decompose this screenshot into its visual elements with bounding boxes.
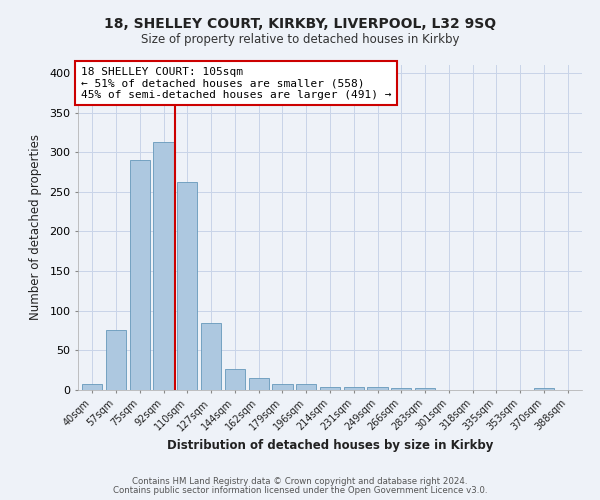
Bar <box>201 324 221 390</box>
Bar <box>415 388 435 390</box>
Bar <box>106 330 126 390</box>
Text: 18, SHELLEY COURT, KIRKBY, LIVERPOOL, L32 9SQ: 18, SHELLEY COURT, KIRKBY, LIVERPOOL, L3… <box>104 18 496 32</box>
Text: Contains public sector information licensed under the Open Government Licence v3: Contains public sector information licen… <box>113 486 487 495</box>
Bar <box>272 384 293 390</box>
Y-axis label: Number of detached properties: Number of detached properties <box>29 134 42 320</box>
Text: Contains HM Land Registry data © Crown copyright and database right 2024.: Contains HM Land Registry data © Crown c… <box>132 477 468 486</box>
Text: 18 SHELLEY COURT: 105sqm
← 51% of detached houses are smaller (558)
45% of semi-: 18 SHELLEY COURT: 105sqm ← 51% of detach… <box>80 66 391 100</box>
Bar <box>367 387 388 390</box>
Bar <box>82 384 103 390</box>
Bar <box>296 384 316 390</box>
Bar <box>177 182 197 390</box>
Bar <box>344 387 364 390</box>
Bar <box>225 370 245 390</box>
Bar <box>130 160 150 390</box>
Bar <box>154 142 173 390</box>
Bar <box>320 387 340 390</box>
X-axis label: Distribution of detached houses by size in Kirkby: Distribution of detached houses by size … <box>167 440 493 452</box>
Bar <box>391 388 412 390</box>
Bar <box>248 378 269 390</box>
Bar <box>534 388 554 390</box>
Text: Size of property relative to detached houses in Kirkby: Size of property relative to detached ho… <box>141 32 459 46</box>
